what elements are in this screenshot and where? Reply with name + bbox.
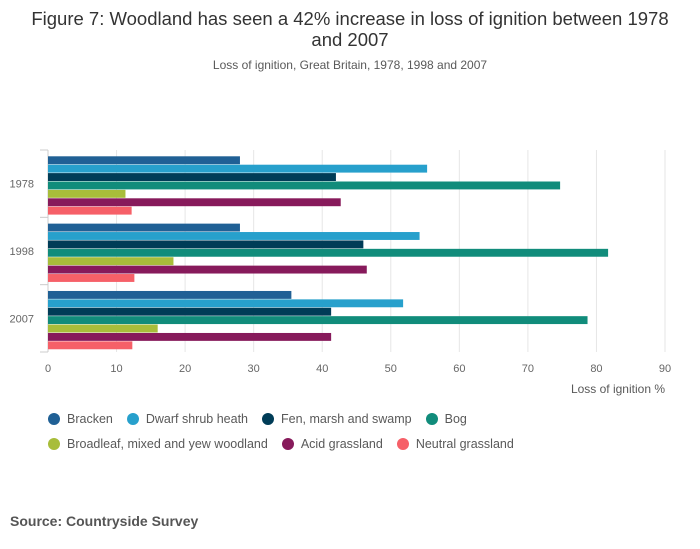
legend-swatch-icon <box>48 437 60 450</box>
bar-neutral-grassland-1978 <box>48 206 132 215</box>
legend-swatch-icon <box>425 412 438 425</box>
bar-bracken-1998 <box>48 223 240 232</box>
source-note: Source: Countryside Survey <box>10 513 199 529</box>
x-tick-label: 20 <box>179 363 191 375</box>
bar-bracken-1978 <box>48 156 240 165</box>
legend-label: Neutral grassland <box>415 436 514 451</box>
legend-item-neutral-grassland[interactable]: Neutral grassland <box>396 436 514 451</box>
legend-label: Broadleaf, mixed and yew woodland <box>67 436 268 451</box>
x-axis-title: Loss of ignition % <box>571 382 665 396</box>
legend-label: Bracken <box>67 411 113 426</box>
legend-item-fen-marsh-swamp[interactable]: Fen, marsh and swamp <box>262 412 412 426</box>
legend-item-bog[interactable]: Bog <box>425 411 467 426</box>
legend: Bracken Dwarf shrub heath Fen, marsh and… <box>48 406 688 456</box>
bar-fen-marsh-and-swamp-1978 <box>48 173 336 181</box>
x-tick-label: 30 <box>248 363 260 375</box>
bar-broadleaf-mixed-and-yew-woodland-1978 <box>48 189 126 198</box>
bar-fen-marsh-and-swamp-1998 <box>48 240 364 249</box>
y-category-label: 1998 <box>10 246 34 258</box>
chart-area: 0 10 20 30 40 50 60 70 80 90 1978 1998 2007 Loss of i… <box>10 149 671 396</box>
x-tick-label: 50 <box>385 363 397 375</box>
x-tick-label: 70 <box>522 363 534 375</box>
bar-fen-marsh-and-swamp-2007 <box>48 307 332 316</box>
legend-item-bracken[interactable]: Bracken <box>48 412 113 426</box>
bar-broadleaf-mixed-and-yew-woodland-1998 <box>48 257 174 266</box>
chart-title: Figure 7: Woodland has seen a 42% increa… <box>31 8 669 50</box>
bar-bracken-2007 <box>48 290 292 299</box>
legend-item-acid-grassland[interactable]: Acid grassland <box>281 436 383 451</box>
bar-bog-1998 <box>48 248 609 257</box>
bar-acid-grassland-1978 <box>48 198 341 207</box>
legend-swatch-icon <box>48 412 60 425</box>
legend-swatch-icon <box>262 412 274 425</box>
legend-swatch-icon <box>281 437 294 450</box>
legend-label: Acid grassland <box>300 436 383 451</box>
chart-subtitle: Loss of ignition, Great Britain, 1978, 1… <box>212 58 488 72</box>
bar-acid-grassland-2007 <box>48 332 332 341</box>
legend-swatch-icon <box>126 412 139 425</box>
bar-broadleaf-mixed-and-yew-woodland-2007 <box>48 324 158 333</box>
x-tick-label: 80 <box>590 363 602 375</box>
legend-label: Fen, marsh and swamp <box>281 411 412 426</box>
bar-dwarf-shrub-heath-1978 <box>48 164 428 173</box>
bar-neutral-grassland-1998 <box>48 274 135 282</box>
bar-bog-2007 <box>48 316 588 325</box>
legend-item-dwarf-shrub-heath[interactable]: Dwarf shrub heath <box>126 411 248 426</box>
legend-label: Bog <box>444 411 467 426</box>
legend-item-broadleaf-woodland[interactable]: Broadleaf, mixed and yew woodland <box>48 437 268 451</box>
bar-bog-1978 <box>48 181 561 190</box>
bar-acid-grassland-1998 <box>48 265 367 274</box>
legend-label: Dwarf shrub heath <box>145 411 248 426</box>
x-tick-label: 0 <box>45 363 51 375</box>
x-tick-label: 10 <box>110 363 122 375</box>
y-category-label: 1978 <box>10 179 34 191</box>
x-tick-label: 40 <box>316 363 328 375</box>
bar-neutral-grassland-2007 <box>48 341 133 350</box>
legend-row-1: Bracken Dwarf shrub heath Fen, marsh and… <box>48 406 688 431</box>
y-category-label: 2007 <box>10 313 34 325</box>
legend-row-2: Broadleaf, mixed and yew woodland Acid g… <box>48 431 688 456</box>
x-tick-label: 60 <box>453 363 465 375</box>
bar-dwarf-shrub-heath-1998 <box>48 232 420 240</box>
x-tick-label: 90 <box>659 363 671 375</box>
bar-dwarf-shrub-heath-2007 <box>48 299 404 308</box>
legend-swatch-icon <box>396 437 409 450</box>
